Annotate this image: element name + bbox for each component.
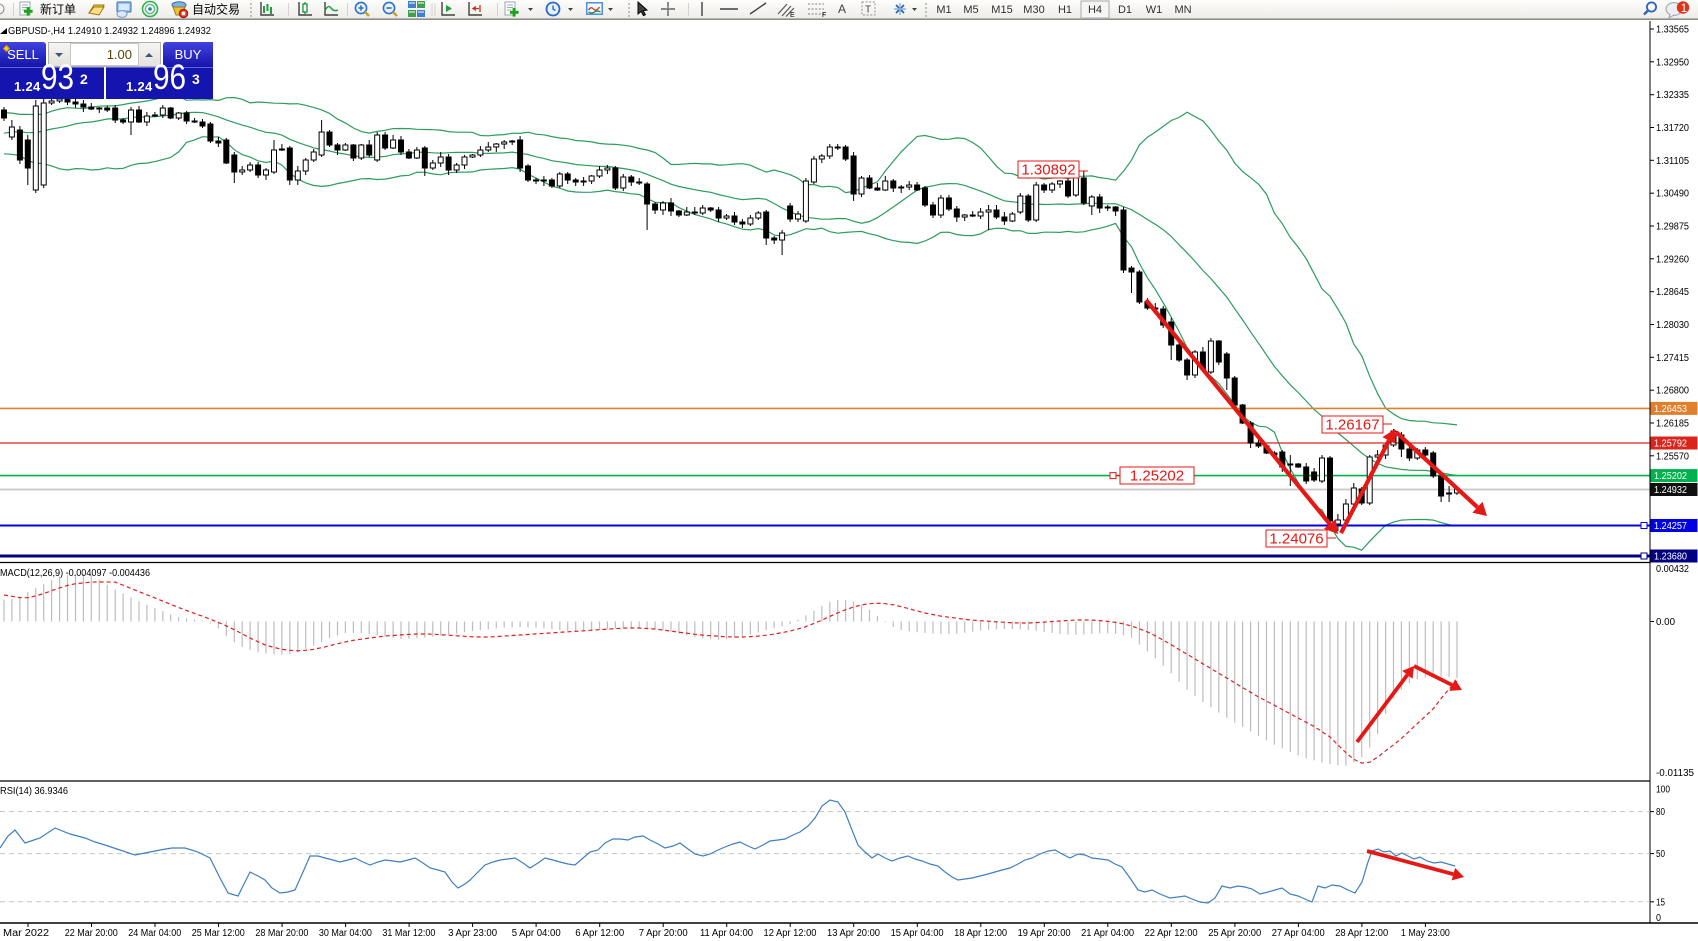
svg-text:自动交易: 自动交易 [192,2,240,17]
svg-text:D1: D1 [1118,4,1132,16]
svg-text:1.30892: 1.30892 [1021,162,1075,179]
svg-text:18 Apr 12:00: 18 Apr 12:00 [954,928,1007,939]
svg-text:80: 80 [1656,807,1665,818]
svg-text:GBPUSD-,H4 1.24910 1.24932 1.: GBPUSD-,H4 1.24910 1.24932 1.24896 1.249… [8,26,211,37]
svg-text:21 Apr 04:00: 21 Apr 04:00 [1081,928,1134,939]
svg-text:1.26167: 1.26167 [1325,417,1379,434]
svg-text:25 Mar 12:00: 25 Mar 12:00 [192,928,245,939]
svg-text:0: 0 [1656,913,1661,924]
svg-text:1.26453: 1.26453 [1654,404,1687,415]
svg-text:1.26800: 1.26800 [1656,386,1689,397]
svg-text:1.28645: 1.28645 [1656,287,1689,298]
svg-text:0.00: 0.00 [1656,617,1675,628]
svg-text:1.25792: 1.25792 [1654,439,1687,450]
svg-text:MACD(12,26,9) -0.004097 -0.004: MACD(12,26,9) -0.004097 -0.004436 [0,568,150,579]
svg-text:1.24076: 1.24076 [1269,531,1323,548]
svg-text:1.33565: 1.33565 [1656,25,1689,36]
svg-text:Mar 2022: Mar 2022 [3,928,49,939]
svg-text:13 Apr 20:00: 13 Apr 20:00 [827,928,880,939]
svg-text:25 Apr 20:00: 25 Apr 20:00 [1208,928,1261,939]
svg-text:0.00432: 0.00432 [1656,564,1689,575]
svg-text:1.30490: 1.30490 [1656,189,1689,200]
svg-text:11 Apr 04:00: 11 Apr 04:00 [700,928,753,939]
svg-text:6 Apr 12:00: 6 Apr 12:00 [575,928,624,939]
svg-text:1.24257: 1.24257 [1654,521,1687,532]
svg-text:M30: M30 [1023,4,1044,16]
svg-text:1.32335: 1.32335 [1656,90,1689,101]
svg-text:1.25570: 1.25570 [1656,451,1689,462]
svg-text:50: 50 [1656,849,1665,860]
svg-text:F: F [822,12,826,19]
svg-text:1.32950: 1.32950 [1656,57,1689,68]
svg-text:15: 15 [1656,897,1665,908]
svg-text:3 Apr 23:00: 3 Apr 23:00 [448,928,497,939]
svg-text:28 Apr 12:00: 28 Apr 12:00 [1335,928,1388,939]
svg-text:22 Apr 12:00: 22 Apr 12:00 [1145,928,1198,939]
svg-text:5 Apr 04:00: 5 Apr 04:00 [512,928,561,939]
svg-text:1: 1 [1681,3,1687,15]
svg-text:H4: H4 [1088,4,1102,16]
svg-text:28 Mar 20:00: 28 Mar 20:00 [255,928,308,939]
svg-text:M15: M15 [991,4,1012,16]
svg-text:1.24932: 1.24932 [1654,485,1687,496]
svg-text:15 Apr 04:00: 15 Apr 04:00 [891,928,944,939]
svg-text:M5: M5 [963,4,978,16]
svg-text:1.31105: 1.31105 [1656,156,1689,167]
svg-text:-0.01135: -0.01135 [1656,768,1694,779]
svg-text:E: E [790,12,795,19]
svg-text:31 Mar 12:00: 31 Mar 12:00 [382,928,435,939]
svg-text:M1: M1 [936,4,951,16]
svg-text:1.25202: 1.25202 [1654,471,1687,482]
svg-text:1.26185: 1.26185 [1656,419,1689,430]
svg-text:1.29875: 1.29875 [1656,222,1689,233]
svg-text:A: A [838,2,846,16]
svg-text:T: T [865,5,871,16]
svg-text:1.31720: 1.31720 [1656,123,1689,134]
svg-text:1.23680: 1.23680 [1654,552,1687,563]
svg-text:1.29260: 1.29260 [1656,254,1689,265]
svg-text:H1: H1 [1058,4,1072,16]
svg-text:24 Mar 04:00: 24 Mar 04:00 [128,928,181,939]
svg-text:W1: W1 [1146,4,1163,16]
svg-text:27 Apr 04:00: 27 Apr 04:00 [1272,928,1325,939]
svg-text:7 Apr 20:00: 7 Apr 20:00 [639,928,688,939]
svg-text:22 Mar 20:00: 22 Mar 20:00 [65,928,118,939]
svg-text:RSI(14) 36.9346: RSI(14) 36.9346 [0,786,68,797]
svg-text:12 Apr 12:00: 12 Apr 12:00 [764,928,817,939]
svg-text:1 May 23:00: 1 May 23:00 [1401,928,1450,939]
svg-text:100: 100 [1656,785,1670,796]
svg-text:1.27415: 1.27415 [1656,353,1689,364]
svg-text:1.25202: 1.25202 [1130,468,1184,485]
svg-text:1.28030: 1.28030 [1656,320,1689,331]
svg-text:MN: MN [1174,4,1191,16]
svg-text:新订单: 新订单 [40,2,76,17]
svg-text:19 Apr 20:00: 19 Apr 20:00 [1018,928,1071,939]
svg-text:30 Mar 04:00: 30 Mar 04:00 [319,928,372,939]
